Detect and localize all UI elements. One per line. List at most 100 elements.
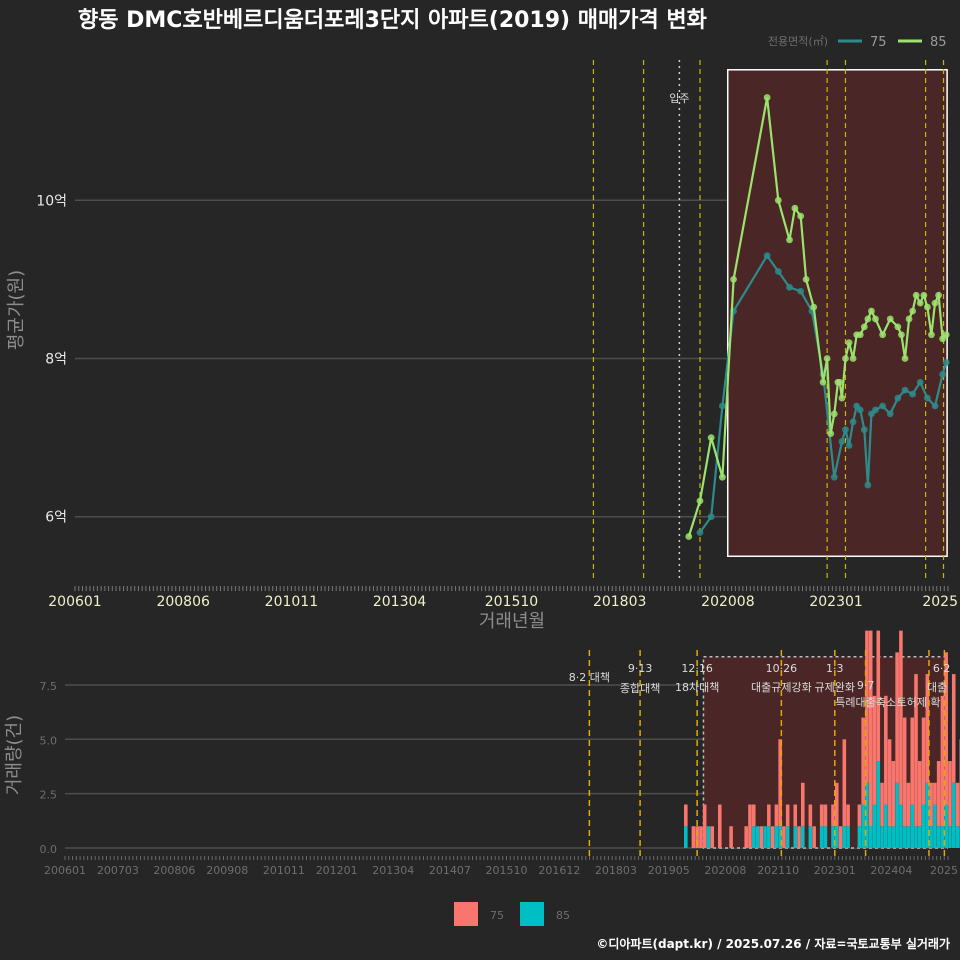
series-85-point — [901, 355, 909, 362]
legend-title: 전용면적(㎡) — [768, 35, 828, 48]
volume-bar-75 — [710, 826, 715, 848]
bottom-x-tick-label-12: 202008 — [704, 864, 746, 877]
series-85-point — [830, 410, 838, 418]
series-85-point — [912, 291, 920, 299]
series-85-point — [868, 307, 875, 315]
policy-label-97-name: 특례대출축소 — [835, 696, 896, 709]
volume-bar-85 — [823, 826, 828, 848]
volume-bar-75 — [895, 652, 899, 783]
volume-bar-75 — [887, 739, 892, 827]
volume-bar-75 — [857, 804, 862, 827]
series-75-point — [860, 426, 868, 434]
bottom-y-tick-label-3: 7.5 — [40, 680, 58, 693]
volume-bar-85 — [767, 826, 771, 848]
series-75-point — [830, 473, 838, 481]
policy-label-13-name: 규제완화 — [815, 681, 855, 694]
series-85-point — [836, 378, 844, 386]
series-75-point — [939, 370, 947, 378]
policy-label-1026-date: 10·26 — [766, 662, 798, 675]
series-75-point — [931, 402, 939, 410]
volume-bar-75 — [831, 804, 835, 827]
top-y-tick-label-2: 10억 — [36, 193, 67, 209]
volume-bar-85 — [876, 761, 881, 848]
volume-bar-75 — [770, 826, 775, 848]
series-85-point — [849, 355, 857, 362]
volume-bar-75 — [801, 782, 805, 827]
volume-bar-85 — [684, 826, 688, 848]
top-x-tick-label-4: 201510 — [485, 594, 538, 610]
volume-bar-85 — [917, 826, 922, 848]
volume-bar-75 — [872, 695, 877, 805]
volume-bar-75 — [808, 804, 813, 827]
series-85-point — [718, 473, 726, 481]
volume-bar-85 — [887, 826, 892, 848]
volume-bar-75 — [917, 761, 922, 827]
volume-bar-75 — [819, 804, 824, 827]
volume-bar-85 — [951, 782, 956, 848]
series-85-point — [763, 94, 771, 101]
bottom-x-axis: 200601 200703 200806 200908 201011 201201 2013… — [44, 856, 958, 877]
top-x-tick-label-6: 202008 — [701, 594, 754, 610]
bottom-volume-bars — [684, 630, 960, 848]
policy-label-97-date: 9·7 — [857, 679, 875, 692]
policy-label-627-name: 대출 — [927, 681, 947, 694]
volume-bar-75 — [876, 630, 881, 762]
series-85-point — [879, 331, 887, 339]
volume-bar-75 — [774, 804, 779, 827]
top-y-tick-label-0: 6억 — [45, 510, 67, 526]
volume-bar-85 — [944, 804, 948, 848]
series-85-point — [905, 315, 913, 323]
bottom-x-tick-label-10: 201803 — [595, 864, 637, 877]
policy-label-913-date: 9·13 — [628, 662, 653, 675]
volume-bar-85 — [910, 804, 915, 848]
volume-bar-75 — [880, 782, 884, 827]
series-75-point — [942, 359, 950, 366]
series-85-point — [898, 331, 905, 339]
series-75-point — [842, 426, 849, 434]
volume-bar-85 — [933, 804, 937, 848]
chart-title: 향동 DMC호반베르디움더포레3단지 아파트(2019) 매매가격 변화 — [78, 8, 707, 33]
series-75-point — [879, 402, 887, 410]
volume-bar-75 — [782, 826, 786, 848]
series-85-point — [856, 331, 864, 339]
bottom-x-tick-label-11: 201905 — [648, 864, 690, 877]
volume-bar-85 — [865, 782, 869, 848]
series-85-point — [730, 276, 737, 283]
volume-bar-85 — [785, 826, 790, 848]
volume-bar-75 — [921, 717, 926, 805]
series-85-point — [838, 394, 846, 402]
volume-bar-75 — [699, 826, 703, 848]
volume-bar-85 — [948, 826, 952, 848]
top-policy-lines: 입주 — [592, 60, 945, 580]
volume-bar-75 — [884, 695, 888, 805]
volume-bar-75 — [717, 804, 722, 848]
bottom-x-tick-label-15: 202404 — [870, 864, 912, 877]
volume-bar-75 — [797, 826, 801, 848]
series-75-point — [886, 410, 894, 418]
series-75-point — [901, 386, 909, 394]
bottom-x-tick-label-2: 200806 — [153, 864, 195, 877]
top-price-series — [685, 94, 950, 540]
bottom-y-axis-title: 거래량(건) — [4, 715, 25, 795]
volume-bar-85 — [842, 826, 847, 848]
top-x-tick-label-7: 202301 — [809, 594, 862, 610]
series-85-point — [685, 533, 693, 540]
series-75-point — [864, 481, 872, 489]
bottom-y-tick-label-0: 0.0 — [40, 843, 58, 856]
volume-bar-75 — [793, 804, 798, 827]
top-x-axis: 200601 200806 201011 201304 201510 201803 2020… — [48, 586, 958, 610]
bottom-legend-85-label: 85 — [556, 909, 570, 922]
series-75-point — [916, 378, 924, 386]
volume-bar-75 — [785, 804, 790, 827]
volume-bar-75 — [899, 630, 903, 805]
volume-bar-85 — [778, 826, 782, 848]
volume-bar-75 — [948, 761, 952, 827]
series-85-point — [931, 299, 939, 307]
volume-bar-85 — [906, 826, 911, 848]
bottom-x-tick-label-3: 200908 — [206, 864, 248, 877]
policy-label-627-date: 6·2 — [933, 662, 951, 675]
top-x-tick-label-5: 201803 — [593, 594, 646, 610]
volume-bar-85 — [861, 804, 865, 848]
series-75-point — [718, 402, 726, 410]
bottom-x-tick-label-1: 200703 — [97, 864, 139, 877]
